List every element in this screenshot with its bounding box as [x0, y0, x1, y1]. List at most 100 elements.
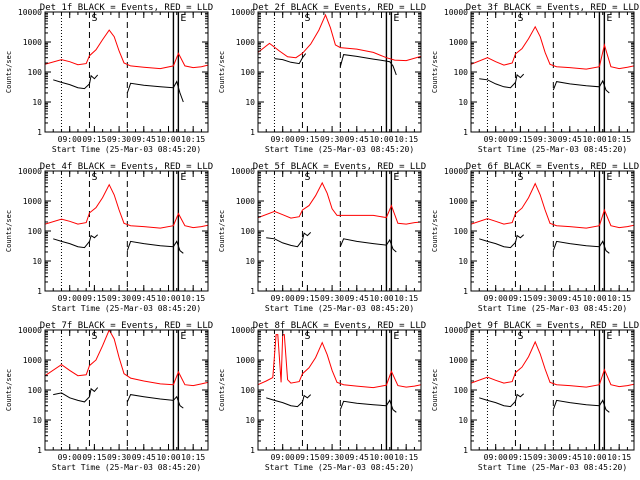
y-tick-label: 10000	[231, 8, 255, 17]
x-tick-label: 09:15	[295, 135, 319, 144]
marker-label: S	[91, 13, 97, 24]
x-tick-label: 09:00	[271, 135, 295, 144]
x-tick-label: 10:00	[156, 453, 180, 462]
plot-frame	[44, 170, 209, 292]
y-tick-label: 10000	[18, 167, 42, 176]
y-tick-label: 1000	[236, 356, 255, 365]
y-tick-label: 100	[454, 386, 469, 395]
marker-label: E	[393, 172, 399, 183]
y-axis-label: Counts/sec	[218, 51, 226, 93]
y-tick-label: 1	[37, 128, 42, 137]
x-tick-label: 09:00	[484, 294, 508, 303]
x-tick-label: 10:15	[394, 294, 418, 303]
plot-frame	[44, 329, 209, 451]
panel-title: Det 1f BLACK = Events, RED = LLD	[40, 3, 213, 13]
y-tick-label: 1000	[449, 197, 468, 206]
series-line-lld	[258, 181, 421, 225]
x-tick-label: 10:00	[369, 453, 393, 462]
y-tick-label: 1	[37, 287, 42, 296]
series-line-lld	[471, 340, 634, 388]
y-tick-label: 10	[245, 257, 255, 266]
series-line-lld	[471, 25, 634, 70]
y-tick-label: 10	[245, 98, 255, 107]
y-tick-label: 1	[37, 446, 42, 455]
y-tick-label: 10000	[444, 8, 468, 17]
y-tick-label: 10000	[18, 326, 42, 335]
marker-label: E	[393, 331, 399, 342]
y-tick-label: 10	[458, 98, 468, 107]
x-axis-label: Start Time (25-Mar-03 08:45:20)	[265, 463, 414, 472]
marker-label: E	[606, 172, 612, 183]
y-tick-label: 1	[463, 128, 468, 137]
series-line-events	[479, 393, 610, 413]
x-axis-label: Start Time (25-Mar-03 08:45:20)	[478, 463, 627, 472]
x-tick-label: 09:00	[58, 294, 82, 303]
x-tick-label: 09:30	[533, 453, 557, 462]
panel-title: Det 5f BLACK = Events, RED = LLD	[253, 162, 426, 172]
x-axis-label: Start Time (25-Mar-03 08:45:20)	[265, 304, 414, 313]
marker-label: E	[393, 13, 399, 24]
y-tick-label: 10000	[231, 326, 255, 335]
y-tick-label: 10000	[444, 326, 468, 335]
plot-frame	[470, 11, 635, 133]
x-axis-label: Start Time (25-Mar-03 08:45:20)	[52, 304, 201, 313]
series-line-events	[266, 394, 397, 413]
x-tick-label: 09:45	[132, 294, 156, 303]
x-tick-label: 10:00	[582, 135, 606, 144]
panel-title: Det 8f BLACK = Events, RED = LLD	[253, 321, 426, 331]
marker-label: E	[180, 331, 186, 342]
x-tick-label: 09:45	[132, 453, 156, 462]
x-tick-label: 09:15	[295, 453, 319, 462]
series-line-lld	[45, 183, 208, 229]
x-axis-label: Start Time (25-Mar-03 08:45:20)	[478, 145, 627, 154]
x-tick-label: 09:00	[271, 453, 295, 462]
series-line-events	[53, 234, 184, 254]
marker-label: S	[91, 172, 97, 183]
x-axis-label: Start Time (25-Mar-03 08:45:20)	[478, 304, 627, 313]
y-axis-label: Counts/sec	[431, 369, 439, 411]
x-tick-label: 09:30	[320, 453, 344, 462]
x-tick-label: 10:15	[607, 135, 631, 144]
y-axis-label: Counts/sec	[218, 210, 226, 252]
x-tick-label: 09:30	[107, 453, 131, 462]
y-tick-label: 10	[32, 98, 42, 107]
y-tick-label: 1	[463, 446, 468, 455]
y-axis-label: Counts/sec	[5, 210, 13, 252]
series-line-lld	[258, 334, 421, 389]
y-tick-label: 10	[245, 416, 255, 425]
x-tick-label: 10:00	[582, 453, 606, 462]
plot-frame	[470, 170, 635, 292]
x-tick-label: 09:00	[58, 135, 82, 144]
x-axis-label: Start Time (25-Mar-03 08:45:20)	[265, 145, 414, 154]
x-tick-label: 09:30	[533, 135, 557, 144]
y-tick-label: 1	[463, 287, 468, 296]
y-axis-label: Counts/sec	[218, 369, 226, 411]
x-tick-label: 09:30	[107, 294, 131, 303]
x-tick-label: 09:30	[320, 294, 344, 303]
series-line-events	[479, 234, 610, 254]
y-tick-label: 100	[241, 68, 256, 77]
y-tick-label: 10000	[444, 167, 468, 176]
y-axis-label: Counts/sec	[431, 210, 439, 252]
marker-label: S	[517, 13, 523, 24]
marker-label: S	[304, 331, 310, 342]
y-tick-label: 10000	[231, 167, 255, 176]
x-tick-label: 09:45	[345, 453, 369, 462]
y-tick-label: 1000	[23, 356, 42, 365]
x-tick-label: 09:15	[295, 294, 319, 303]
series-line-lld	[45, 330, 208, 387]
plot-frame	[257, 170, 422, 292]
panel-title: Det 3f BLACK = Events, RED = LLD	[466, 3, 639, 13]
series-line-lld	[258, 13, 421, 62]
marker-label: S	[304, 172, 310, 183]
x-tick-label: 09:45	[345, 294, 369, 303]
panel-title: Det 4f BLACK = Events, RED = LLD	[40, 162, 213, 172]
x-tick-label: 10:15	[394, 135, 418, 144]
panel-title: Det 7f BLACK = Events, RED = LLD	[40, 321, 213, 331]
plot-frame	[257, 11, 422, 133]
x-tick-label: 10:00	[369, 135, 393, 144]
x-tick-label: 09:15	[508, 294, 532, 303]
